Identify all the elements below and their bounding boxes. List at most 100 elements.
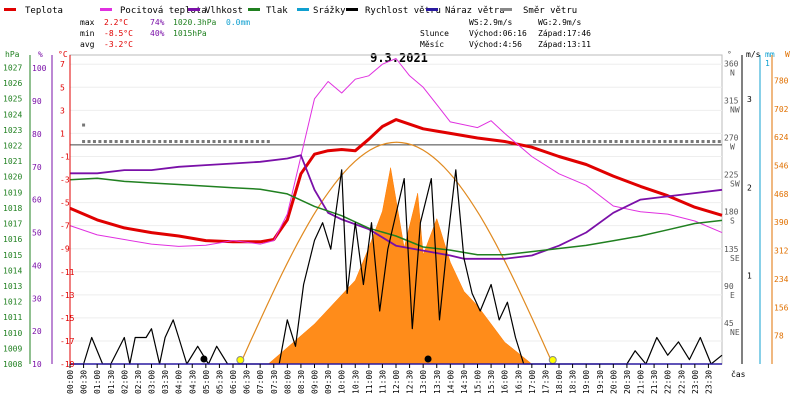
x-tick-label: 08:00 (283, 370, 292, 394)
y-tick-ms: 2 (747, 183, 752, 192)
direction-dot (603, 140, 607, 144)
direction-dot (87, 140, 91, 144)
legend-label: Srážky (313, 6, 346, 16)
y-tick-hpa: 1021 (3, 157, 22, 166)
x-tick-label: 21:30 (650, 370, 659, 394)
direction-dot (190, 140, 194, 144)
y-tick-hum: 50 (32, 229, 42, 238)
y-tick-hpa: 1020 (3, 173, 22, 182)
y-tick-dir: 270 (724, 134, 739, 143)
sun-set: Západ:17:46 (538, 29, 591, 38)
direction-dot (685, 140, 689, 144)
sun-label: Slunce (420, 29, 449, 38)
x-tick-label: 05:00 (202, 370, 211, 394)
series-layer (69, 58, 723, 365)
y-tick-hpa: 1017 (3, 220, 22, 229)
direction-dot (679, 140, 683, 144)
y-tick-rad: 468 (774, 190, 789, 199)
axis-unit-rad: W (785, 50, 790, 59)
y-tick-hpa: 1025 (3, 95, 22, 104)
y-tick-dir-label: NE (730, 328, 740, 337)
direction-dot (560, 140, 564, 144)
x-tick-label: 14:30 (460, 370, 469, 394)
axes-layer: 1027102610251024102310221021102010191018… (3, 55, 789, 394)
stat-max-temp: 2.2°C (104, 18, 128, 27)
y-tick-hum: 60 (32, 196, 42, 205)
direction-dot (543, 140, 547, 144)
y-tick-temp: -19 (60, 360, 75, 369)
stat-min-label: min (80, 29, 95, 38)
direction-dot (174, 140, 178, 144)
x-tick-label: 21:00 (637, 370, 646, 394)
y-tick-hpa: 1026 (3, 79, 22, 88)
direction-dot (223, 140, 227, 144)
direction-dot (587, 140, 591, 144)
sun-rise: Východ:06:16 (469, 29, 527, 38)
wind-ws: WS:2.9m/s (469, 18, 513, 27)
y-tick-dir-label: N (730, 68, 735, 77)
y-tick-dir-label: S (730, 217, 735, 226)
direction-dot (266, 140, 270, 144)
direction-dot (98, 140, 102, 144)
y-tick-temp: 1 (60, 129, 65, 138)
direction-dot (598, 140, 602, 144)
x-tick-label: 11:30 (378, 370, 387, 394)
direction-dot (706, 140, 710, 144)
direction-dot (717, 140, 721, 144)
x-tick-label: 14:00 (446, 370, 455, 394)
stat-max-press: 1020.3hPa (173, 18, 217, 27)
y-tick-dir-label: W (730, 143, 735, 152)
x-tick-label: 07:30 (270, 370, 279, 394)
direction-dot (245, 140, 249, 144)
direction-dot (538, 140, 542, 144)
stats-block: max 2.2°C 74% 1020.3hPa 0.0mm min -8.5°C… (80, 18, 250, 49)
y-tick-hum: 90 (32, 97, 42, 106)
x-tick-label: 10:30 (351, 370, 360, 394)
direction-dot (696, 140, 700, 144)
axis-unit-hpa: hPa (5, 50, 20, 59)
stat-min-temp: -8.5°C (104, 29, 133, 38)
y-tick-rad: 702 (774, 105, 789, 114)
wind-wg: WG:2.9m/s (538, 18, 582, 27)
direction-dot (701, 140, 705, 144)
direction-dot (82, 140, 86, 144)
moon-set: Západ:13:11 (538, 40, 591, 49)
direction-dot (630, 140, 634, 144)
x-tick-label: 13:30 (433, 370, 442, 394)
direction-dot (82, 123, 86, 127)
x-tick-label: 16:30 (514, 370, 523, 394)
stat-avg-temp: -3.2°C (104, 40, 133, 49)
x-tick-label: 06:30 (243, 370, 252, 394)
legend-item-vlhkost: Vlhkost (188, 6, 243, 16)
y-tick-hpa: 1016 (3, 235, 22, 244)
y-tick-dir: 90 (724, 282, 734, 291)
sunrise-marker (236, 356, 245, 364)
direction-dot (103, 140, 107, 144)
x-tick-label: 04:00 (175, 370, 184, 394)
y-tick-hum: 30 (32, 294, 42, 303)
direction-dot (234, 140, 238, 144)
x-tick-label: 05:30 (215, 370, 224, 394)
x-tick-label: 18:30 (569, 370, 578, 394)
legend-item-smer: Směr větru (500, 6, 577, 16)
legend-item-teplota: Teplota (4, 6, 63, 16)
y-tick-hpa: 1027 (3, 63, 22, 72)
direction-dot (712, 140, 716, 144)
direction-dot (125, 140, 129, 144)
legend-label: Pocitová teplota (120, 6, 207, 16)
y-tick-hum: 70 (32, 163, 42, 172)
legend-label: Náraz větru (445, 6, 505, 16)
legend-item-naraz: Náraz větru (426, 6, 505, 16)
direction-dot (652, 140, 656, 144)
direction-dot (179, 140, 183, 144)
x-tick-label: 15:30 (487, 370, 496, 394)
y-tick-hpa: 1015 (3, 251, 22, 260)
legend-label: Teplota (25, 6, 63, 16)
astro-block: WS:2.9m/s WG:2.9m/s Slunce Východ:06:16 … (420, 18, 591, 49)
x-tick-label: 01:30 (107, 370, 116, 394)
direction-dot (130, 140, 134, 144)
direction-dot (609, 140, 613, 144)
series-line-3 (69, 177, 723, 256)
y-tick-hpa: 1019 (3, 188, 22, 197)
y-tick-hpa: 1023 (3, 126, 22, 135)
